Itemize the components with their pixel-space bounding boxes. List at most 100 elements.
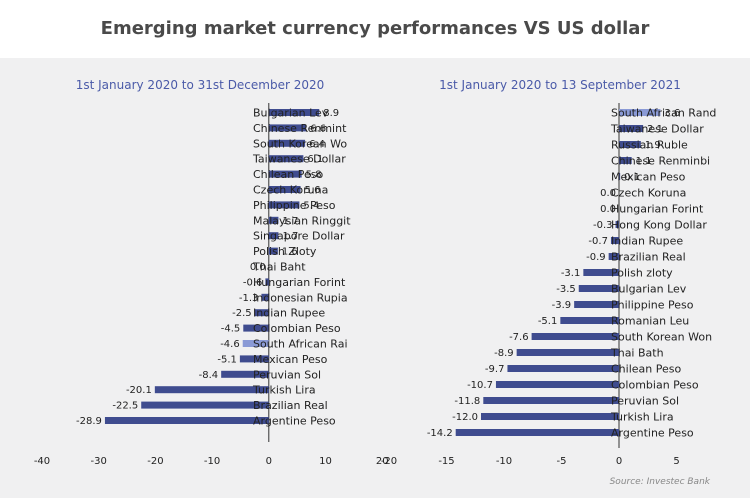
- category-label: Romanian Leu: [611, 315, 689, 328]
- category-label: Chinese Renmint: [253, 122, 347, 135]
- data-label: 0.1: [624, 172, 640, 183]
- bar: [516, 349, 619, 356]
- category-label: Russian Ruble: [611, 139, 688, 152]
- data-label: -22.5: [112, 401, 138, 412]
- data-label: 5.8: [306, 170, 322, 181]
- data-label: -9.7: [485, 364, 505, 375]
- bar: [455, 429, 619, 436]
- category-label: Chinese Renminbi: [611, 155, 710, 168]
- source-note: Source: Investec Bank: [610, 477, 711, 487]
- category-label: Hong Kong Dollar: [611, 219, 707, 232]
- data-label: -8.4: [199, 370, 219, 381]
- bar: [268, 155, 304, 163]
- bar: [619, 157, 632, 164]
- bar: [268, 247, 278, 255]
- data-label: 1.1: [636, 156, 652, 167]
- category-label: Bulgarian Lev: [611, 283, 687, 296]
- bar: [268, 186, 301, 193]
- data-label: -1.3: [239, 293, 259, 304]
- bar: [261, 293, 269, 301]
- data-label: 0.0: [600, 188, 616, 199]
- bar: [619, 109, 661, 116]
- category-label: Colombian Peso: [253, 322, 341, 335]
- data-label: -0.7: [588, 236, 608, 247]
- x-tick-label: -15: [438, 456, 454, 467]
- bar: [531, 333, 619, 340]
- x-tick-label: -20: [147, 456, 163, 467]
- x-tick-label: 5: [673, 456, 679, 467]
- category-label: Taiwanese Dollar: [252, 153, 346, 166]
- bar: [608, 253, 619, 260]
- bar: [221, 370, 269, 378]
- category-label: Philippine Peso: [253, 199, 336, 212]
- category-label: Mexican Peso: [611, 171, 686, 184]
- category-label: Colombian Peso: [611, 379, 699, 392]
- category-label: Polish Zloty: [253, 245, 317, 258]
- chart-2: 1st January 2020 to 13 September 2021 3.6…: [381, 78, 717, 467]
- category-label: Thai Bath: [610, 347, 664, 360]
- data-label: -5.1: [217, 354, 237, 365]
- x-tick-label: 10: [319, 456, 332, 467]
- bar: [242, 340, 269, 347]
- category-label: South Korean Won: [611, 331, 712, 344]
- bar: [578, 285, 619, 292]
- bar: [583, 269, 619, 276]
- category-label: South African Rand: [611, 107, 716, 120]
- bar: [495, 381, 619, 388]
- bar: [268, 201, 300, 209]
- bar: [254, 309, 269, 317]
- data-label: 1.7: [282, 231, 298, 242]
- bar: [560, 317, 619, 324]
- category-label: Argentine Peso: [611, 427, 694, 440]
- data-label: -20.1: [126, 385, 152, 396]
- category-label: Philippine Peso: [611, 299, 694, 312]
- x-tick-label: -5: [557, 456, 567, 467]
- bar: [268, 124, 307, 132]
- data-label: -7.6: [509, 332, 529, 343]
- category-label: Hungarian Forint: [611, 203, 704, 216]
- category-label: Peruvian Sol: [611, 395, 679, 408]
- data-label: 5.4: [303, 200, 319, 211]
- bar: [615, 221, 619, 228]
- category-label: Argentine Peso: [253, 415, 336, 428]
- bar: [243, 324, 269, 332]
- x-tick-label: -20: [381, 456, 397, 467]
- category-label: Chilean Peso: [253, 168, 323, 181]
- data-label: -28.9: [76, 416, 102, 427]
- bar: [268, 109, 320, 116]
- category-label: Brazilian Real: [253, 399, 328, 412]
- category-label: Turkish Lira: [252, 384, 316, 397]
- bar: [574, 301, 619, 308]
- x-tick-label: 0: [266, 456, 272, 467]
- data-label: 2.1: [647, 124, 663, 135]
- x-tick-label: 0: [616, 456, 622, 467]
- bar: [619, 173, 621, 180]
- data-label: -2.5: [232, 308, 252, 319]
- chart-1: 1st January 2020 to 31st December 2020 8.…: [34, 78, 389, 467]
- data-label: 6.4: [309, 139, 325, 150]
- x-tick-label: -10: [204, 456, 220, 467]
- bar: [619, 141, 641, 148]
- category-label: Bulgarian Lev: [253, 107, 329, 120]
- data-label: -11.8: [454, 396, 480, 407]
- bar: [268, 139, 306, 147]
- data-label: -12.0: [452, 412, 478, 423]
- category-label: Malaysian Ringgit: [253, 214, 351, 227]
- category-label: Hungarian Forint: [253, 276, 346, 289]
- category-label: Thai Baht: [252, 261, 306, 274]
- category-label: Indonesian Rupia: [253, 291, 348, 304]
- data-label: -3.1: [561, 268, 581, 279]
- category-label: South Korean Wo: [253, 137, 347, 150]
- category-label: Chilean Peso: [611, 363, 681, 376]
- bar: [268, 170, 302, 178]
- data-label: -4.5: [221, 324, 241, 335]
- category-label: Taiwanese Dollar: [610, 123, 704, 136]
- bar: [104, 417, 269, 424]
- data-label: -4.6: [220, 339, 240, 350]
- category-label: Indian Rupee: [611, 235, 683, 248]
- bar: [619, 125, 644, 132]
- chart-title: Emerging market currency performances VS…: [100, 18, 650, 39]
- data-label: 3.6: [664, 108, 680, 119]
